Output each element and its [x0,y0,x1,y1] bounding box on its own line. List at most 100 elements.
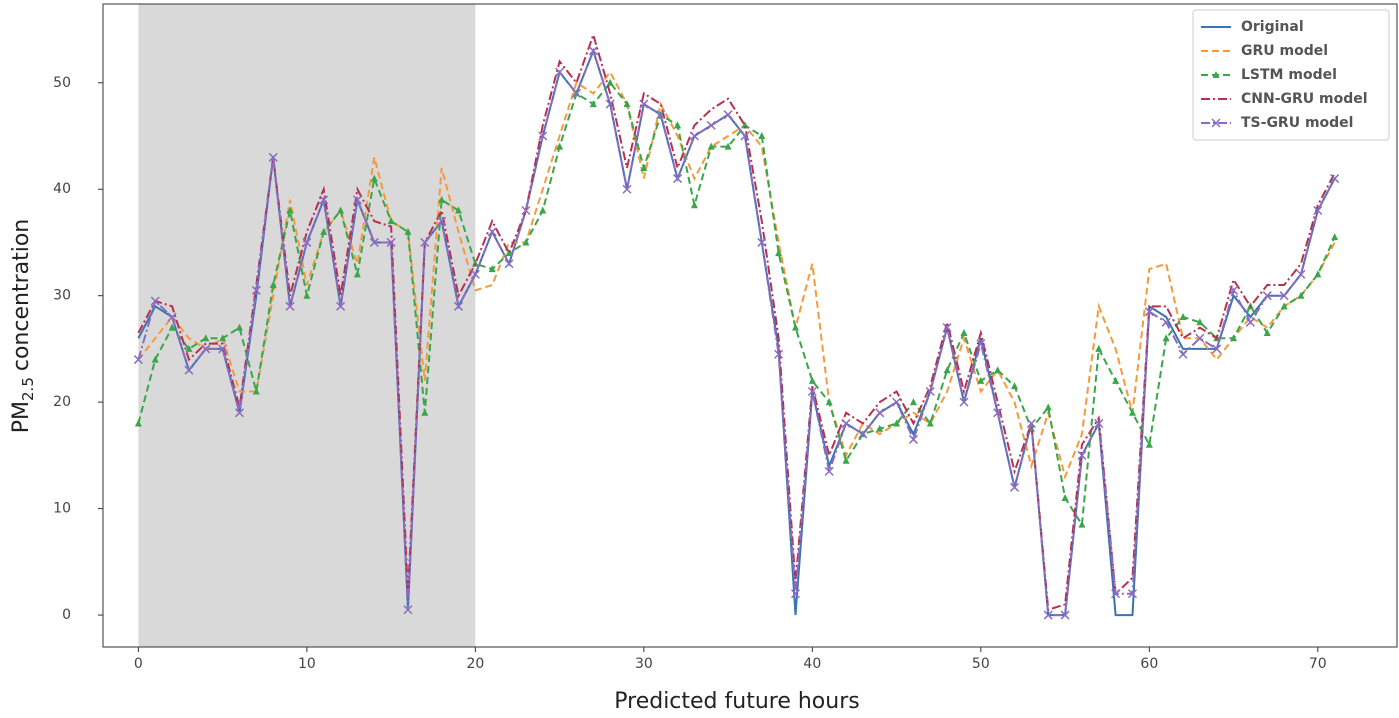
legend-label: CNN-GRU model [1241,91,1368,107]
marker [488,265,496,273]
legend-box [1192,9,1390,141]
marker [352,195,362,205]
marker [522,238,530,246]
y-label-main: PM [9,401,34,433]
marker [892,397,902,407]
marker [977,376,985,384]
marker [1212,344,1222,354]
marker [370,174,378,182]
marker [656,110,666,120]
marker [455,206,463,214]
series-line [137,47,1336,617]
marker [202,334,210,342]
y-axis-label: PM2.5 concentration [9,219,37,433]
marker [588,46,598,56]
marker [184,365,194,375]
marker [151,355,159,363]
legend-marker [1211,118,1221,128]
marker [1009,482,1020,492]
marker [1178,349,1188,359]
marker [185,344,193,352]
marker [1094,418,1104,428]
x-tick-label: 30 [635,656,653,672]
marker [421,408,429,416]
marker [842,456,850,464]
marker [1095,344,1103,352]
marker [1060,610,1070,620]
marker [1112,376,1120,384]
marker [337,206,345,214]
marker [808,376,816,384]
x-tick-label: 70 [1309,656,1327,672]
marker [1162,334,1170,342]
marker [1229,285,1239,295]
marker [707,142,715,150]
marker [219,334,227,342]
marker [976,339,986,349]
marker [1077,450,1087,460]
marker [505,249,513,257]
marker [790,589,801,599]
marker [538,131,548,141]
marker [1195,333,1205,343]
x-tick-label: 20 [466,656,484,672]
marker [589,100,597,108]
marker [1128,408,1136,416]
marker [791,323,799,331]
x-tick-label: 60 [1140,656,1158,672]
marker [741,121,749,129]
marker [286,206,294,214]
marker [893,419,901,427]
plot-frame [102,3,1398,648]
marker [775,249,783,257]
marker [824,466,834,476]
marker [268,152,278,162]
marker [1145,440,1153,448]
marker [994,366,1002,374]
y-tick-label: 30 [53,288,71,304]
marker [387,217,395,225]
marker [993,408,1003,418]
marker [758,132,766,140]
marker [150,296,160,306]
marker [960,328,968,336]
marker [757,237,767,247]
marker [285,301,295,311]
marker [1127,589,1138,599]
y-label-sub: 2.5 [19,377,37,401]
marker [539,206,547,214]
marker [168,323,176,331]
marker [369,237,379,247]
marker [218,344,228,354]
marker [251,285,261,295]
marker [386,237,396,247]
marker [1313,205,1323,216]
marker [133,355,143,365]
legend-marker [1212,71,1220,78]
series-line [137,81,1336,528]
x-axis-label: Predicted future hours [614,689,859,714]
marker [353,270,361,278]
marker [689,131,699,141]
series-line [137,31,1336,612]
marker [320,227,328,235]
marker [724,142,732,150]
y-tick-label: 50 [53,75,71,91]
y-tick-label: 10 [53,501,71,517]
marker [521,205,531,216]
marker [1280,302,1288,310]
marker [453,301,464,311]
y-label-rest: concentration [9,219,34,371]
marker [673,174,683,184]
marker [1279,291,1289,301]
marker [1061,493,1069,501]
marker [404,227,412,235]
marker [437,216,447,226]
marker [908,434,918,444]
marker [876,424,884,432]
legend-label: GRU model [1241,43,1328,59]
marker [943,366,951,374]
x-tick-label: 0 [134,656,143,672]
marker [1331,233,1339,241]
marker [674,121,682,129]
